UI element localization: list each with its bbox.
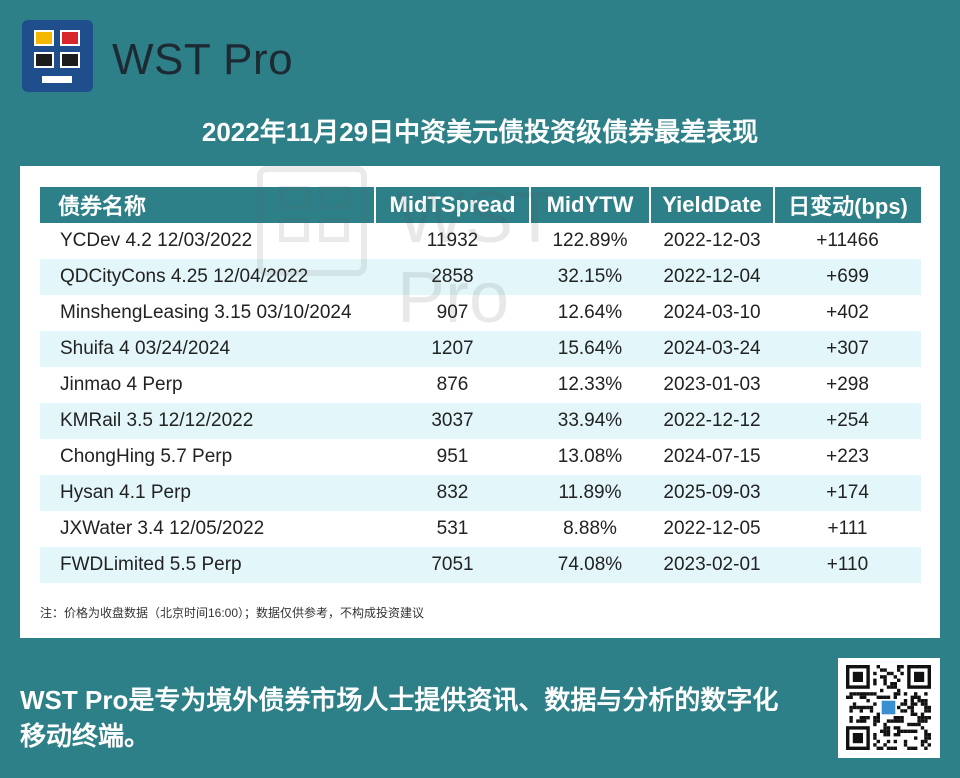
cell-daily-change: +307	[774, 331, 921, 367]
table-row: Jinmao 4 Perp 876 12.33% 2023-01-03 +298	[40, 367, 921, 403]
cell-bond-name: FWDLimited 5.5 Perp	[40, 547, 375, 583]
footnote: 注：价格为收盘数据（北京时间16:00）；数据仅供参考，不构成投资建议	[40, 606, 425, 620]
cell-midytw: 122.89%	[552, 230, 628, 251]
cell-daily-change: +110	[774, 547, 921, 583]
table-row: JXWater 3.4 12/05/2022 531 8.88% 2022-12-05…	[40, 511, 921, 547]
cell-midytw: 15.64%	[530, 331, 650, 367]
col-header-midytw: MidYTW	[530, 187, 651, 223]
cell-bond-name: KMRail 3.5 12/12/2022	[40, 403, 375, 439]
table-card: 债券名称 MidTSpread MidYTW YieldDate 日变动(bps…	[20, 166, 940, 638]
cell-yielddate: 2024-07-15	[663, 446, 761, 467]
footer-tagline: WST Pro是专为境外债券市场人士提供资讯、数据与分析的数字化移动终端。	[20, 685, 779, 751]
cell-midtspread: 531	[436, 518, 469, 539]
cell-midtspread: 11932	[426, 230, 479, 251]
cell-daily-change: +223	[826, 446, 869, 467]
cell-midtspread: 832	[375, 475, 530, 511]
cell-yielddate: 2024-03-10	[663, 302, 761, 323]
table-row: YCDev 4.2 12/03/2022 11932 122.89% 2022-12-…	[40, 223, 921, 259]
cell-yielddate: 2024-03-24	[650, 331, 774, 367]
cell-yielddate: 2023-02-01	[650, 547, 774, 583]
cell-daily-change: +11466	[816, 230, 879, 251]
cell-daily-change: +174	[774, 475, 921, 511]
cell-midytw: 32.15%	[530, 259, 650, 295]
cell-bond-name: MinshengLeasing 3.15 03/10/2024	[60, 302, 352, 323]
cell-midytw: 12.64%	[557, 302, 623, 323]
col-header-yielddate: YieldDate	[650, 187, 775, 223]
bond-table: 债券名称 MidTSpread MidYTW YieldDate 日变动(bps…	[40, 187, 921, 583]
cell-midtspread: 876	[436, 374, 469, 395]
cell-bond-name: Hysan 4.1 Perp	[40, 475, 375, 511]
qr-code	[838, 658, 940, 758]
col-header-daily-change: 日变动(bps)	[774, 187, 921, 223]
cell-yielddate: 2022-12-12	[650, 403, 774, 439]
table-row: QDCityCons 4.25 12/04/2022 2858 32.15% 2022…	[40, 259, 921, 295]
table-header-row: 债券名称 MidTSpread MidYTW YieldDate 日变动(bps…	[40, 187, 921, 223]
cell-midytw: 13.08%	[557, 446, 623, 467]
cell-midytw: 74.08%	[530, 547, 650, 583]
page-title: 2022年11月29日中资美元债投资级债券最差表现	[201, 117, 759, 147]
cell-bond-name: ChongHing 5.7 Perp	[60, 446, 233, 467]
table-row: ChongHing 5.7 Perp 951 13.08% 2024-07-15 +22…	[40, 439, 921, 475]
brand-name: WST Pro	[112, 35, 294, 84]
cell-midtspread: 3037	[375, 403, 530, 439]
cell-yielddate: 2025-09-03	[650, 475, 774, 511]
cell-midytw: 8.88%	[563, 518, 617, 539]
cell-bond-name: Shuifa 4 03/24/2024	[40, 331, 375, 367]
logo	[22, 20, 93, 92]
cell-bond-name: JXWater 3.4 12/05/2022	[60, 518, 265, 539]
cell-midtspread: 1207	[375, 331, 530, 367]
table-row: MinshengLeasing 3.15 03/10/2024 907 12.64%…	[40, 295, 921, 331]
col-header-midtspread: MidTSpread	[375, 187, 531, 223]
cell-yielddate: 2023-01-03	[663, 374, 761, 395]
cell-bond-name: Jinmao 4 Perp	[60, 374, 183, 395]
cell-bond-name: QDCityCons 4.25 12/04/2022	[40, 259, 375, 295]
cell-midytw: 33.94%	[530, 403, 650, 439]
table-row: Shuifa 4 03/24/2024 1207 15.64% 2024-03-24 +…	[40, 331, 921, 367]
cell-daily-change: +254	[774, 403, 921, 439]
table-row: FWDLimited 5.5 Perp 7051 74.08% 2023-02-01 +…	[40, 547, 921, 583]
cell-midytw: 12.33%	[557, 374, 623, 395]
col-header-bond-name: 债券名称	[40, 187, 376, 223]
table-row: KMRail 3.5 12/12/2022 3037 33.94% 2022-12-1…	[40, 403, 921, 439]
cell-bond-name: YCDev 4.2 12/03/2022	[60, 230, 253, 251]
cell-yielddate: 2022-12-03	[663, 230, 761, 251]
cell-midtspread: 951	[436, 446, 469, 467]
table-row: Hysan 4.1 Perp 832 11.89% 2025-09-03 +174	[40, 475, 921, 511]
cell-yielddate: 2022-12-04	[650, 259, 774, 295]
cell-daily-change: +699	[774, 259, 921, 295]
cell-daily-change: +402	[826, 302, 869, 323]
cell-yielddate: 2022-12-05	[663, 518, 761, 539]
cell-midtspread: 7051	[375, 547, 530, 583]
cell-midytw: 11.89%	[530, 475, 650, 511]
cell-daily-change: +111	[827, 518, 868, 539]
cell-midtspread: 907	[436, 302, 469, 323]
cell-daily-change: +298	[826, 374, 869, 395]
cell-midtspread: 2858	[375, 259, 530, 295]
